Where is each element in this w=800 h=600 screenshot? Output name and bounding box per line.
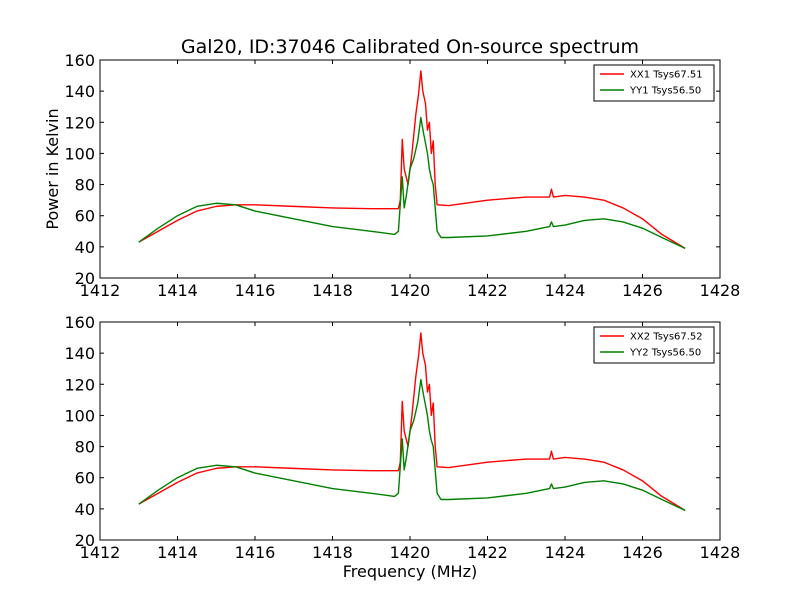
series-line-xx <box>138 332 686 512</box>
y-tick-label: 120 <box>64 375 95 394</box>
x-tick-label: 1416 <box>235 543 276 562</box>
bottom-panel: Frequency (MHz) 1412 1414 1416 1418 1420 1422… <box>64 313 740 581</box>
y-tick-label: 80 <box>75 176 95 195</box>
y-tick-label: 60 <box>75 469 95 488</box>
y-tick-label: 40 <box>75 500 95 519</box>
x-tick-label: 1426 <box>622 543 663 562</box>
y-tick-label: 100 <box>64 144 95 163</box>
legend-box <box>593 64 715 102</box>
x-tick-label: 1422 <box>467 543 508 562</box>
x-tick-label: 1420 <box>390 543 431 562</box>
y-tick-label: 160 <box>64 51 95 70</box>
x-tick-label: 1428 <box>700 543 741 562</box>
x-tick-label: 1420 <box>390 281 431 300</box>
legend: XX1 Tsys67.51 YY1 Tsys56.50 <box>593 64 715 102</box>
x-tick-label: 1426 <box>622 281 663 300</box>
y-tick-label: 40 <box>75 238 95 257</box>
x-tick-label: 1412 <box>80 543 121 562</box>
x-tick-label: 1424 <box>545 281 586 300</box>
x-tick-label: 1418 <box>312 281 353 300</box>
x-tick-label: 1416 <box>235 281 276 300</box>
y-tick-label: 120 <box>64 113 95 132</box>
y-tick-label: 100 <box>64 406 95 425</box>
x-axis-title: Frequency (MHz) <box>343 562 477 581</box>
x-tick-label: 1412 <box>80 281 121 300</box>
x-tick-label: 1424 <box>545 543 586 562</box>
y-tick-label: 80 <box>75 438 95 457</box>
y-axis-title: Power in Kelvin <box>43 108 62 229</box>
top-panel: Gal20, ID:37046 Calibrated On-source spe… <box>43 36 740 300</box>
x-tick-label: 1428 <box>700 281 741 300</box>
legend-label: XX1 Tsys67.51 <box>630 70 703 81</box>
x-tick-label: 1418 <box>312 543 353 562</box>
y-tick-label: 140 <box>64 82 95 101</box>
x-tick-label: 1414 <box>157 543 198 562</box>
x-tick-label: 1414 <box>157 281 198 300</box>
y-tick-label: 20 <box>75 269 95 288</box>
series-line-xx <box>138 70 686 250</box>
series-line-yy <box>138 378 686 512</box>
chart-title: Gal20, ID:37046 Calibrated On-source spe… <box>181 36 639 58</box>
y-tick-label: 20 <box>75 531 95 550</box>
y-tick-label: 160 <box>64 313 95 332</box>
legend-label: XX2 Tsys67.52 <box>630 332 703 343</box>
x-tick-label: 1422 <box>467 281 508 300</box>
legend-label: YY2 Tsys56.50 <box>629 348 701 359</box>
y-tick-label: 140 <box>64 344 95 363</box>
y-tick-label: 60 <box>75 207 95 226</box>
legend-label: YY1 Tsys56.50 <box>629 86 701 97</box>
legend: XX2 Tsys67.52 YY2 Tsys56.50 <box>593 326 715 364</box>
legend-box <box>593 326 715 364</box>
series-line-yy <box>138 116 686 250</box>
